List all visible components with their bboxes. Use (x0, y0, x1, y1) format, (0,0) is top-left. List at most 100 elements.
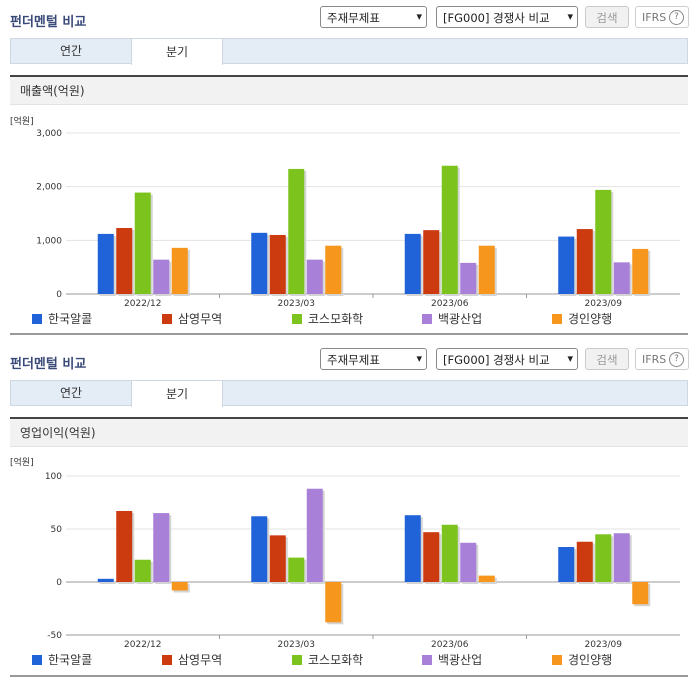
divider (10, 675, 688, 677)
bar (558, 236, 575, 294)
chevron-down-icon: ▾ (567, 352, 573, 365)
bar (613, 533, 630, 582)
divider (10, 333, 688, 335)
bar (423, 532, 440, 582)
y-tick-label: 0 (56, 578, 62, 588)
legend-swatch (32, 314, 42, 324)
bar (171, 582, 188, 591)
bar (558, 547, 575, 582)
x-tick-label: 2023/06 (431, 640, 469, 650)
statement-type-select[interactable]: 주재무제표 ▾ (320, 348, 427, 370)
tab-annual[interactable]: 연간 (59, 44, 83, 58)
bar (632, 582, 649, 605)
bar (595, 189, 612, 294)
legend-swatch (162, 655, 172, 665)
x-tick-label: 2022/12 (124, 299, 161, 309)
y-tick-label: 0 (56, 290, 62, 300)
legend-label: 백광산업 (438, 312, 483, 326)
legend-item[interactable]: 경인양행 (552, 310, 612, 327)
ifrs-help-button[interactable]: IFRS ? (635, 6, 689, 28)
statement-type-select[interactable]: 주재무제표 ▾ (320, 6, 427, 28)
legend-item[interactable]: 코스모화학 (292, 310, 363, 327)
operating-income-chart: 영업이익(억원) (10, 417, 688, 675)
bar (404, 515, 421, 582)
fundamental-panel-revenue: 펀더멘털 비교 주재무제표 ▾ [FG000] 경쟁사 비교 ▾ 검색 IFRS… (0, 0, 696, 340)
legend-label: 한국알콜 (48, 312, 93, 326)
help-icon: ? (669, 10, 684, 25)
x-tick-label: 2023/06 (431, 299, 469, 309)
period-tabs: 연간 분기 (10, 380, 688, 407)
legend-swatch (422, 314, 432, 324)
fundamental-panel-operating-income: 펀더멘털 비교 주재무제표 ▾ [FG000] 경쟁사 비교 ▾ 검색 IFRS… (0, 341, 696, 684)
x-tick-label: 2023/03 (278, 299, 315, 309)
bar (97, 578, 114, 582)
bar (97, 233, 114, 294)
bar (116, 227, 133, 294)
y-tick-label: 3,000 (36, 129, 62, 139)
legend-swatch (32, 655, 42, 665)
bar (404, 233, 421, 294)
bar (306, 259, 323, 294)
y-tick-label: 50 (51, 525, 63, 535)
legend-item[interactable]: 삼영무역 (162, 651, 222, 668)
bar (251, 516, 268, 582)
bar (306, 488, 323, 582)
legend-item[interactable]: 한국알콜 (32, 651, 92, 668)
legend-swatch (292, 655, 302, 665)
bar (134, 192, 151, 294)
x-tick-label: 2023/09 (585, 299, 623, 309)
bar (116, 510, 133, 582)
bar (288, 557, 305, 582)
legend-item[interactable]: 한국알콜 (32, 310, 92, 327)
tab-annual[interactable]: 연간 (59, 386, 83, 400)
search-button[interactable]: 검색 (585, 6, 629, 28)
tab-quarterly[interactable]: 분기 (131, 380, 223, 407)
bar (595, 534, 612, 582)
y-tick-label: -50 (47, 631, 62, 641)
revenue-bar-chart: 3,000 2,000 1,000 0 2022/12 2023/03 2023/06 202… (36, 129, 680, 309)
chart-title: 영업이익(억원) (10, 419, 688, 447)
unit-label: [억원] (10, 458, 34, 468)
revenue-chart: 매출액(억원) (10, 75, 688, 333)
legend-label: 경인양행 (568, 653, 613, 667)
legend-swatch (552, 314, 562, 324)
legend-item[interactable]: 백광산업 (422, 310, 482, 327)
x-tick-label: 2023/03 (278, 640, 315, 650)
bar (613, 262, 630, 294)
bar (441, 165, 458, 294)
x-tick-label: 2023/09 (585, 640, 623, 650)
bar (460, 542, 477, 582)
x-tick-label: 2022/12 (124, 640, 161, 650)
legend-item[interactable]: 코스모화학 (292, 651, 363, 668)
bar (576, 541, 593, 582)
unit-label: [억원] (10, 117, 34, 127)
bar (478, 575, 495, 582)
bar (478, 245, 495, 294)
bar (441, 524, 458, 582)
bar (269, 234, 286, 294)
legend-label: 백광산업 (438, 653, 483, 667)
bar (325, 582, 342, 623)
search-button[interactable]: 검색 (585, 348, 629, 370)
peer-group-value: [FG000] 경쟁사 비교 (443, 353, 550, 367)
y-tick-label: 100 (45, 472, 62, 482)
bar (153, 513, 170, 582)
legend-label: 한국알콜 (48, 653, 93, 667)
ifrs-help-button[interactable]: IFRS ? (635, 348, 689, 370)
legend-item[interactable]: 백광산업 (422, 651, 482, 668)
peer-group-select[interactable]: [FG000] 경쟁사 비교 ▾ (436, 6, 578, 28)
legend-item[interactable]: 삼영무역 (162, 310, 222, 327)
bar (576, 229, 593, 294)
peer-group-select[interactable]: [FG000] 경쟁사 비교 ▾ (436, 348, 578, 370)
bar (423, 230, 440, 294)
bar (632, 248, 649, 294)
tab-quarterly[interactable]: 분기 (131, 38, 223, 65)
operating-income-bar-chart: 100 50 0 -50 2022/12 2023/03 2023/06 2023/09 (45, 472, 680, 650)
ifrs-label: IFRS (642, 353, 667, 366)
statement-type-value: 주재무제표 (327, 353, 380, 367)
y-tick-label: 2,000 (36, 183, 62, 193)
bar (288, 168, 305, 294)
bar (251, 232, 268, 294)
ifrs-label: IFRS (642, 11, 667, 24)
legend-item[interactable]: 경인양행 (552, 651, 612, 668)
